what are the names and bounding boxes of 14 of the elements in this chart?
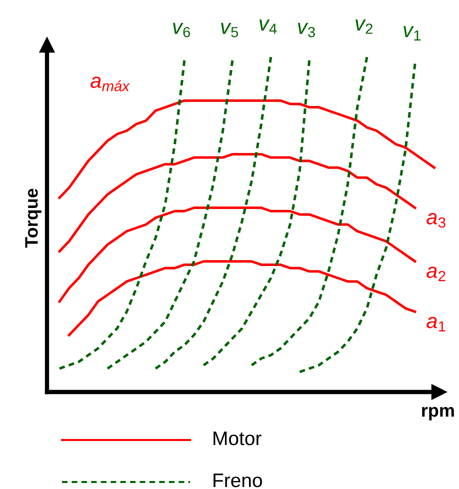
text: Freno (214, 474, 262, 488)
series-label: a$_{3}$ (426, 213, 446, 228)
series-label: a$_{máx}$ (90, 76, 130, 92)
series-label: v$_{6}$ (173, 22, 190, 38)
y-axis-title: Torque (25, 188, 42, 248)
series-label: v$_{2}$ (356, 19, 372, 34)
series-label: v$_{4}$ (260, 19, 277, 34)
series-label: v$_{3}$ (298, 22, 315, 38)
x-axis-title: rpm (422, 406, 454, 420)
text: Motor (214, 432, 262, 446)
series-label: a$_{1}$ (426, 316, 446, 332)
series-label: v$_{5}$ (221, 22, 238, 38)
series-label: v$_{1}$ (404, 26, 421, 40)
series-label: a$_{2}$ (426, 266, 446, 282)
